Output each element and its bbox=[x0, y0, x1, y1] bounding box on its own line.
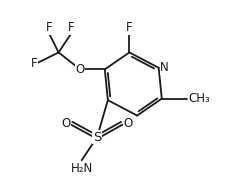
Text: F: F bbox=[125, 21, 132, 34]
Text: H₂N: H₂N bbox=[70, 162, 93, 175]
Text: F: F bbox=[46, 21, 52, 34]
Text: F: F bbox=[30, 57, 37, 70]
Text: N: N bbox=[160, 61, 168, 74]
Text: CH₃: CH₃ bbox=[188, 92, 210, 105]
Text: O: O bbox=[75, 63, 85, 76]
Text: F: F bbox=[67, 21, 74, 34]
Text: S: S bbox=[93, 131, 101, 144]
Text: O: O bbox=[123, 117, 132, 130]
Text: O: O bbox=[61, 117, 70, 130]
